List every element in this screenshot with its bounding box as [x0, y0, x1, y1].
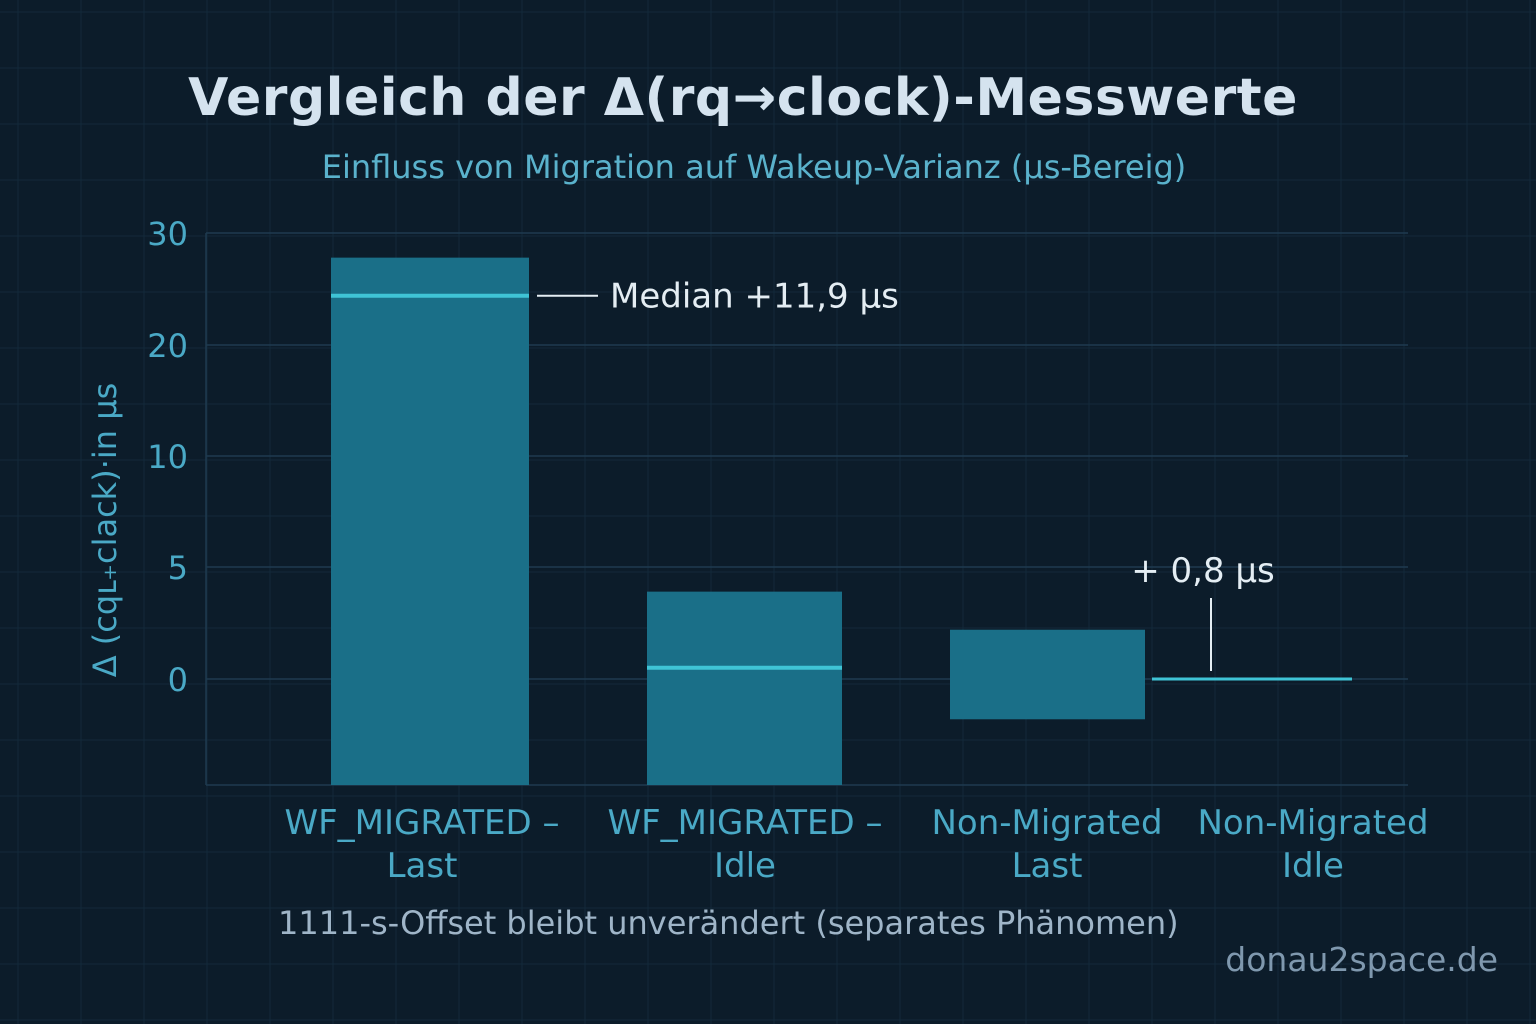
- watermark: donau2space.de: [1225, 940, 1498, 979]
- y-axis-label: Δ (cqւ₊clack)·in µs: [86, 383, 124, 678]
- footnote: 1111-s-Offset bleibt unverändert (separa…: [278, 904, 1179, 942]
- x-tick-label: WF_MIGRATED –: [608, 803, 883, 843]
- x-tick-label: Non-Migrated: [931, 803, 1162, 843]
- x-tick-label: Idle: [714, 846, 776, 886]
- y-tick-label: 10: [147, 438, 188, 476]
- x-tick-label: Idle: [1282, 846, 1344, 886]
- chart-subtitle: Einfluss von Migration auf Wakeup-Varian…: [321, 148, 1187, 186]
- y-tick-label: 20: [147, 327, 188, 365]
- x-tick-label: WF_MIGRATED –: [285, 803, 560, 843]
- chart-title: Vergleich der Δ(rq→clock)-Messwerte: [188, 68, 1298, 128]
- delta-annotation: + 0,8 µs: [1131, 551, 1275, 591]
- median-annotation: Median +11,9 µs: [610, 277, 899, 317]
- bar: [950, 629, 1145, 720]
- bar: [647, 591, 842, 785]
- y-tick-label: 0: [168, 661, 188, 699]
- x-tick-label: Last: [387, 846, 458, 886]
- x-tick-label: Non-Migrated: [1197, 803, 1428, 843]
- y-tick-label: 5: [168, 549, 188, 587]
- bar: [331, 257, 529, 785]
- x-tick-label: Last: [1012, 846, 1083, 886]
- y-tick-label: 30: [147, 215, 188, 253]
